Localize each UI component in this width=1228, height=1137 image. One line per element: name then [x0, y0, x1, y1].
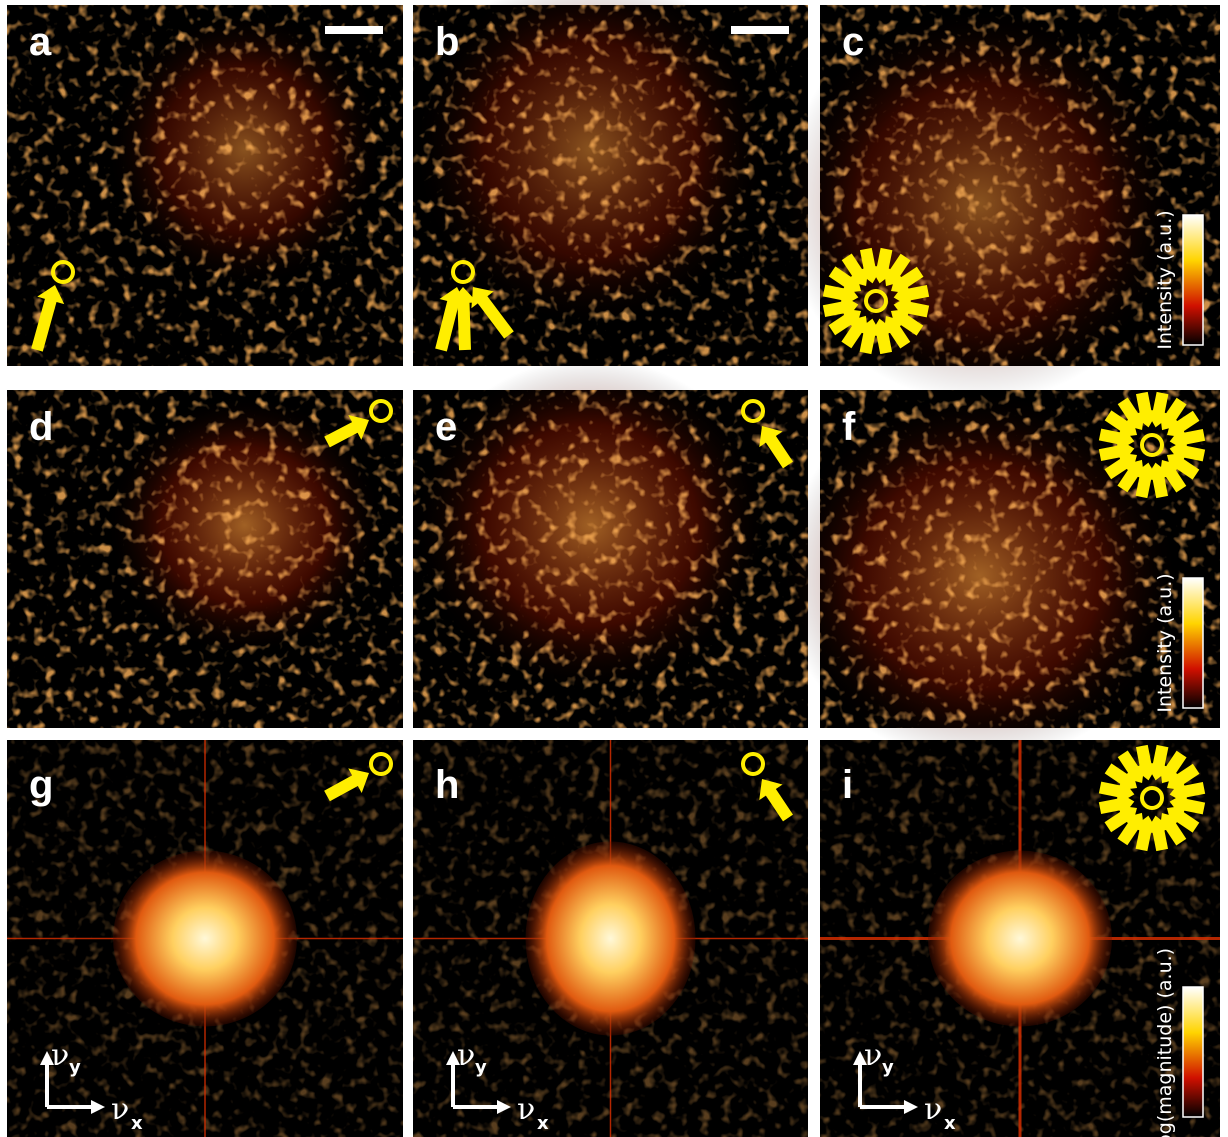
- axis-sub: x: [537, 1113, 549, 1134]
- spectrum-disc: [526, 842, 696, 1036]
- texture: [7, 390, 403, 728]
- scale-bar: [325, 26, 383, 34]
- colorbar: [1183, 987, 1203, 1117]
- texture: [413, 390, 808, 728]
- panel-label: e: [435, 405, 457, 449]
- colorbar: [1183, 215, 1203, 345]
- panel-label: b: [435, 20, 459, 64]
- colorbar: [1183, 578, 1203, 708]
- scale-bar: [731, 26, 789, 34]
- panel-label: i: [842, 763, 853, 807]
- axis-sub: x: [131, 1113, 143, 1134]
- axis-sub: y: [882, 1057, 894, 1078]
- axis-sub: y: [69, 1057, 81, 1078]
- colorbar-label: Log(magnitude) (a.u.): [1154, 948, 1176, 1137]
- texture: [7, 5, 403, 366]
- colorbar-label: Intensity (a.u.): [1154, 573, 1176, 712]
- axis-symbol: ν: [51, 1038, 69, 1073]
- panel-label: h: [435, 763, 459, 807]
- spectrum-disc: [928, 851, 1112, 1027]
- panel-label: c: [842, 20, 864, 64]
- panel-label: d: [29, 405, 53, 449]
- axis-symbol: ν: [457, 1038, 475, 1073]
- axis-symbol: ν: [517, 1092, 535, 1127]
- panel-label: f: [842, 405, 856, 449]
- axis-sub: y: [475, 1057, 487, 1078]
- axis-symbol: ν: [924, 1092, 942, 1127]
- figure: abcIntensity (a.u.)defIntensity (a.u.)νy…: [0, 0, 1228, 1137]
- colorbar-label: Intensity (a.u.): [1154, 210, 1176, 349]
- spectrum-disc: [113, 851, 297, 1027]
- panel-label: g: [29, 763, 53, 807]
- panel-label: a: [29, 20, 52, 64]
- axis-symbol: ν: [864, 1038, 882, 1073]
- axis-symbol: ν: [111, 1092, 129, 1127]
- texture: [413, 5, 808, 366]
- axis-sub: x: [944, 1113, 956, 1134]
